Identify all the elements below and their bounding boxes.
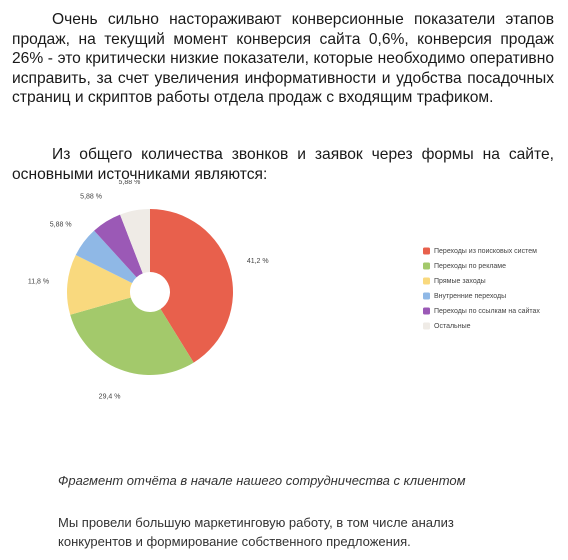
- data-label: 29,4 %: [99, 393, 121, 400]
- pie-slice: [75, 230, 137, 284]
- pie-slice: [70, 297, 194, 375]
- paragraph: Очень сильно настораживают конверсионные…: [12, 11, 554, 106]
- data-label: 41,2 %: [247, 258, 269, 265]
- data-label: 11,8 %: [28, 279, 49, 286]
- legend-label: Переходы из поисковых систем: [434, 248, 537, 255]
- data-label: 5,88 %: [80, 194, 102, 201]
- legend-swatch: [423, 307, 430, 315]
- pie-slice: [120, 209, 150, 274]
- legend-label: Остальные: [434, 323, 471, 330]
- chart: 41,2 % 29,4 % 11,8 % 5,88 % 5,88 % 5,88 % Пере…: [28, 180, 541, 400]
- legend-swatch: [423, 322, 430, 330]
- body-text: Мы провели большую маркетинговую работу,…: [58, 515, 454, 549]
- legend-label: Внутренние переходы: [434, 293, 506, 300]
- pie-slice: [94, 214, 143, 278]
- legend-swatch: [423, 247, 430, 255]
- paragraph: Из общего количества звонков и заявок че…: [12, 146, 554, 183]
- data-label: 5,88 %: [50, 221, 72, 228]
- legend-label: Прямые заходы: [434, 278, 486, 285]
- caption: Фрагмент отчёта в начале нашего сотрудни…: [58, 473, 466, 488]
- data-label: 5,88 %: [119, 180, 141, 186]
- legend-swatch: [423, 292, 430, 300]
- legend-label: Переходы по рекламе: [434, 263, 506, 270]
- pie-slice: [67, 254, 133, 315]
- legend-label: Переходы по ссылкам на сайтах: [434, 307, 540, 315]
- legend-swatch: [423, 277, 430, 285]
- legend-swatch: [423, 262, 430, 270]
- pie-slice: [150, 209, 233, 363]
